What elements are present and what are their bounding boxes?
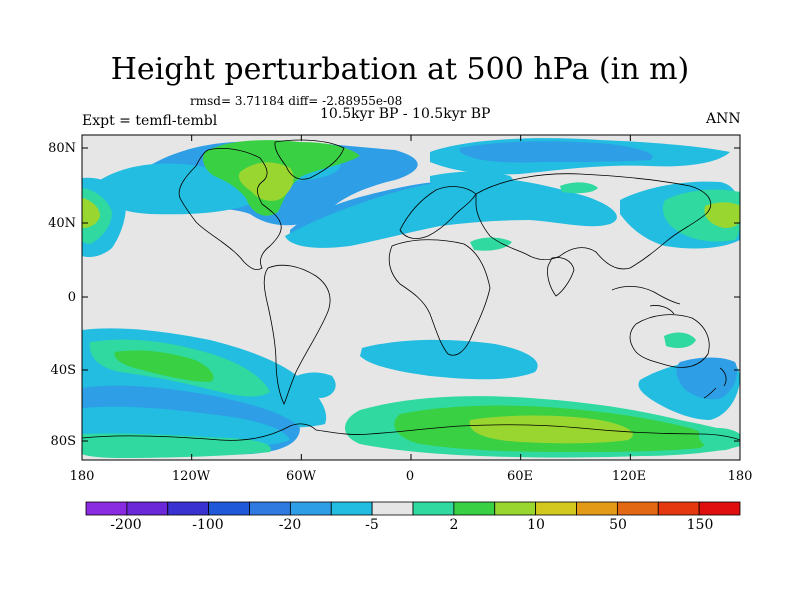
colorbar-swatch-10: [453, 501, 496, 516]
lon-ticks: [81, 135, 741, 460]
coast-south-america: [263, 264, 331, 405]
coast-africa: [388, 239, 491, 356]
colorbar-swatch-14: [616, 501, 659, 516]
period-subtitle: 10.5kyr BP - 10.5kyr BP: [320, 106, 491, 122]
lon-label-180-west: 180: [69, 469, 95, 484]
colorbar-swatch-1: [85, 501, 128, 516]
contour-yellowgreen-southern-ocean-east: [469, 415, 633, 444]
colorbar-swatch-7: [330, 501, 373, 516]
contour-lightblue-siberia: [430, 171, 514, 190]
lon-label-60w: 60W: [286, 469, 316, 484]
lon-label-180-east: 180: [727, 469, 753, 484]
lat-label-40n: 40N: [48, 216, 76, 231]
colorbar-label-5: 2: [449, 517, 459, 533]
colorbar-swatch-5: [249, 501, 291, 516]
season-label: ANN: [706, 111, 741, 127]
colorbar-label-3: -20: [278, 517, 302, 533]
contour-green-south-pacific: [114, 350, 214, 382]
colorbar-swatch-4: [208, 501, 250, 516]
contour-yellowgreen-eastasia: [704, 202, 740, 228]
contour-lightblue-south-atlantic: [290, 372, 336, 398]
contour-yellowgreen-canada: [238, 162, 294, 201]
contour-teal-australia: [664, 332, 696, 348]
contour-teal-antarctic-east: [698, 427, 740, 451]
coast-greenland: [274, 139, 345, 180]
contour-blue-southeast: [676, 357, 738, 400]
coast-north-america: [178, 148, 282, 270]
colorbar-swatch-15: [657, 501, 700, 516]
lat-label-0: 0: [67, 290, 76, 305]
colorbar-swatch-8: [371, 501, 414, 516]
contour-teal-arabia: [470, 237, 512, 251]
colorbar-label-1: -200: [110, 517, 142, 533]
colorbar-swatch-13: [576, 501, 618, 516]
colorbar-swatch-3: [167, 501, 210, 516]
colorbar-label-4: -5: [365, 517, 379, 533]
contour-blue-north-pacific-arc: [460, 141, 653, 163]
lat-label-40s: 40S: [50, 363, 76, 378]
lat-ticks: [82, 147, 740, 442]
lon-label-0: 0: [405, 469, 415, 484]
coast-southeast-asia-islands: [611, 286, 681, 315]
contour-teal-asia: [560, 182, 598, 194]
lat-label-80s: 80S: [50, 434, 76, 449]
colorbar-swatch-16: [698, 501, 741, 516]
contour-yellowgreen-west-pacific: [82, 198, 100, 228]
colorbar-swatch-2: [126, 501, 169, 516]
coast-new-zealand: [703, 367, 727, 399]
coast-asia: [475, 173, 712, 270]
lon-label-120e: 120E: [611, 469, 647, 484]
colorbar-label-2: -100: [192, 517, 224, 533]
colorbar-swatch-9: [412, 501, 455, 516]
coast-europe: [399, 186, 477, 239]
map-title: Height perturbation at 500 hPa (in m): [110, 52, 690, 87]
experiment-label: Expt = temfl-tembl: [82, 113, 218, 129]
rmsd-stats: rmsd= 3.71184 diff= -2.88955e-08: [190, 94, 403, 108]
colorbar-swatch-6: [289, 501, 332, 516]
colorbar-swatch-11: [494, 501, 537, 516]
colorbar: [85, 501, 741, 516]
colorbar-label-7: 50: [609, 517, 627, 533]
colorbar-label-8: 150: [686, 517, 714, 533]
coastlines: [82, 139, 740, 441]
lat-label-80n: 80N: [48, 141, 76, 156]
contour-lightblue-eurasia: [285, 177, 617, 248]
lon-label-120w: 120W: [171, 469, 211, 484]
coast-antarctica: [82, 423, 740, 441]
contour-lightblue-indian-ocean: [360, 339, 538, 380]
colorbar-swatch-12: [535, 501, 577, 516]
coast-australia: [629, 314, 710, 368]
contour-teal-antarctic-edge: [82, 433, 271, 458]
lon-label-60e: 60E: [506, 469, 534, 484]
coast-india: [547, 257, 575, 297]
contour-field: [82, 135, 740, 460]
colorbar-label-6: 10: [527, 517, 545, 533]
